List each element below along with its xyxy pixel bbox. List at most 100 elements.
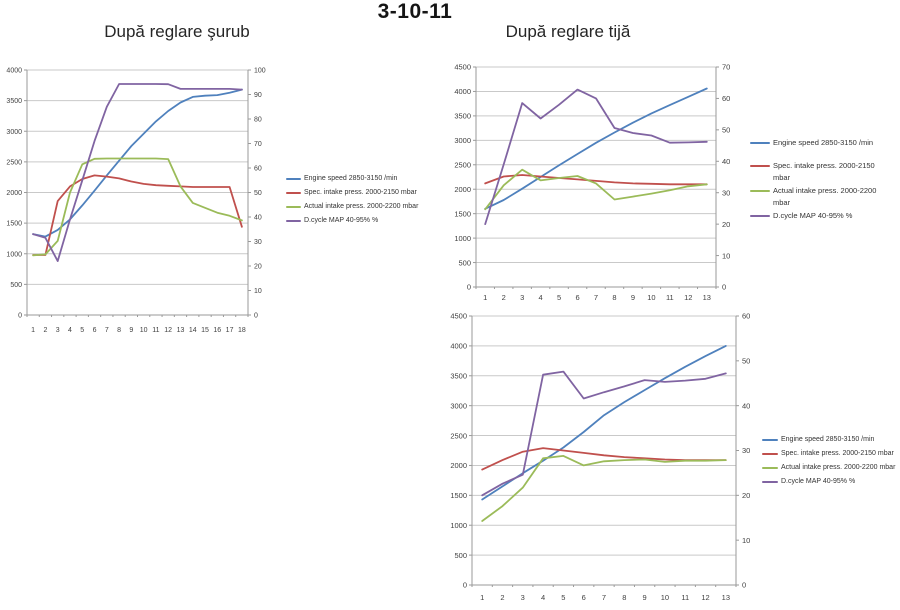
svg-text:2500: 2500 xyxy=(454,160,471,169)
svg-text:13: 13 xyxy=(703,293,711,302)
svg-text:1: 1 xyxy=(31,327,35,334)
svg-text:0: 0 xyxy=(463,581,467,590)
legend-item-dcycle-map: D.cycle MAP 40-95% % xyxy=(286,214,418,228)
svg-text:40: 40 xyxy=(742,401,750,410)
svg-text:5: 5 xyxy=(561,593,565,602)
svg-text:2000: 2000 xyxy=(450,461,467,470)
svg-text:10: 10 xyxy=(661,593,669,602)
svg-text:10: 10 xyxy=(722,251,730,260)
svg-text:15: 15 xyxy=(201,327,209,334)
svg-text:1000: 1000 xyxy=(450,521,467,530)
svg-text:30: 30 xyxy=(742,446,750,455)
page-title: 3-10-11 xyxy=(377,0,453,23)
svg-text:9: 9 xyxy=(643,593,647,602)
svg-text:500: 500 xyxy=(454,551,467,560)
legend-label: Actual intake press. 2000-2200 mbar xyxy=(304,203,419,210)
legend-chart-surub: Engine speed 2850-3150 /min Spec. intake… xyxy=(286,172,418,228)
svg-text:11: 11 xyxy=(152,327,159,334)
svg-text:18: 18 xyxy=(238,327,246,334)
svg-text:60: 60 xyxy=(742,312,750,321)
legend-item-actual-intake: Actual intake press. 2000-2200 mbar xyxy=(750,185,884,209)
chart-dupa-reglare-tija-top: 0 500 1000 1500 2000 2500 3000 3500 4000 4500 0 10 2… xyxy=(454,63,730,302)
svg-text:40: 40 xyxy=(254,215,262,222)
svg-text:1: 1 xyxy=(480,593,484,602)
svg-text:1500: 1500 xyxy=(6,221,22,228)
legend-chart-tija-bottom: Engine speed 2850-3150 /min Spec. intake… xyxy=(762,433,895,489)
legend-label: D.cycle MAP 40-95% % xyxy=(773,211,853,220)
svg-text:0: 0 xyxy=(742,581,746,590)
legend-item-dcycle-map: D.cycle MAP 40-95% % xyxy=(750,210,884,222)
svg-text:6: 6 xyxy=(575,293,579,302)
dcycle-map-line-swatch xyxy=(750,215,770,217)
svg-text:2000: 2000 xyxy=(454,185,471,194)
svg-text:12: 12 xyxy=(701,593,709,602)
svg-text:3: 3 xyxy=(56,327,60,334)
svg-text:50: 50 xyxy=(722,126,730,135)
svg-text:8: 8 xyxy=(117,327,121,334)
svg-text:8: 8 xyxy=(622,593,626,602)
svg-text:4: 4 xyxy=(539,293,543,302)
legend-item-engine-speed: Engine speed 2850-3150 /min xyxy=(286,172,418,186)
legend-label: Spec. intake press. 2000-2150 mbar xyxy=(781,450,894,457)
svg-text:500: 500 xyxy=(10,282,22,289)
spec-intake-line-swatch xyxy=(286,192,301,194)
svg-text:6: 6 xyxy=(582,593,586,602)
legend-item-actual-intake: Actual intake press. 2000-2200 mbar xyxy=(286,200,418,214)
svg-text:1: 1 xyxy=(483,293,487,302)
legend-label: Spec. intake press. 2000-2150 mbar xyxy=(304,189,417,196)
legend-label: D.cycle MAP 40-95% % xyxy=(781,478,856,485)
svg-text:30: 30 xyxy=(722,188,730,197)
svg-text:2: 2 xyxy=(500,593,504,602)
svg-text:3000: 3000 xyxy=(450,401,467,410)
svg-text:14: 14 xyxy=(189,327,197,334)
legend-label: Engine speed 2850-3150 /min xyxy=(304,175,398,182)
svg-text:12: 12 xyxy=(684,293,692,302)
svg-text:3500: 3500 xyxy=(450,371,467,380)
legend-label: Actual intake press. 2000-2200 mbar xyxy=(781,464,896,471)
dcycle-map-line-swatch xyxy=(286,220,301,222)
svg-text:5: 5 xyxy=(557,293,561,302)
svg-text:4: 4 xyxy=(541,593,545,602)
spec-intake-line-swatch xyxy=(750,165,770,167)
legend-item-spec-intake: Spec. intake press. 2000-2150 mbar xyxy=(750,160,884,184)
svg-text:100: 100 xyxy=(254,68,266,75)
svg-text:1000: 1000 xyxy=(6,251,22,258)
svg-text:2500: 2500 xyxy=(6,159,22,166)
chart-title-dupa-reglare-surub: După reglare şurub xyxy=(104,22,250,41)
svg-text:9: 9 xyxy=(129,327,133,334)
svg-text:0: 0 xyxy=(18,313,22,320)
svg-text:4500: 4500 xyxy=(454,63,471,72)
legend-item-engine-speed: Engine speed 2850-3150 /min xyxy=(750,137,884,149)
svg-text:8: 8 xyxy=(612,293,616,302)
svg-text:11: 11 xyxy=(681,593,689,602)
svg-text:10: 10 xyxy=(140,327,148,334)
svg-text:1000: 1000 xyxy=(454,234,471,243)
dcycle-map-line-swatch xyxy=(762,481,778,483)
legend-label: Spec. intake press. 2000-2150 mbar xyxy=(773,161,875,182)
engine-speed-line-swatch xyxy=(286,178,301,180)
legend-chart-tija-top: Engine speed 2850-3150 /min Spec. intake… xyxy=(750,137,884,223)
svg-text:20: 20 xyxy=(254,264,262,271)
svg-text:20: 20 xyxy=(722,220,730,229)
legend-label: Engine speed 2850-3150 /min xyxy=(781,436,875,443)
legend-item-engine-speed: Engine speed 2850-3150 /min xyxy=(762,433,895,447)
legend-item-actual-intake: Actual intake press. 2000-2200 mbar xyxy=(762,461,895,475)
svg-text:70: 70 xyxy=(722,63,730,72)
svg-text:4000: 4000 xyxy=(450,342,467,351)
svg-text:4500: 4500 xyxy=(450,312,467,321)
actual-intake-line-swatch xyxy=(286,206,301,208)
svg-text:13: 13 xyxy=(722,593,730,602)
svg-text:5: 5 xyxy=(80,327,84,334)
svg-text:80: 80 xyxy=(254,117,262,124)
actual-intake-line-swatch xyxy=(762,467,778,469)
svg-text:1500: 1500 xyxy=(454,209,471,218)
legend-label: Actual intake press. 2000-2200 mbar xyxy=(773,186,877,207)
spec-intake-line-swatch xyxy=(762,453,778,455)
svg-text:4000: 4000 xyxy=(6,68,22,75)
svg-text:10: 10 xyxy=(742,536,750,545)
svg-text:3500: 3500 xyxy=(454,112,471,121)
svg-text:0: 0 xyxy=(467,283,471,292)
chart-dupa-reglare-surub: 0 500 1000 1500 2000 2500 3000 3500 4000 0 10 20 30 4… xyxy=(6,68,266,334)
svg-text:12: 12 xyxy=(164,327,172,334)
legend-item-spec-intake: Spec. intake press. 2000-2150 mbar xyxy=(286,186,418,200)
